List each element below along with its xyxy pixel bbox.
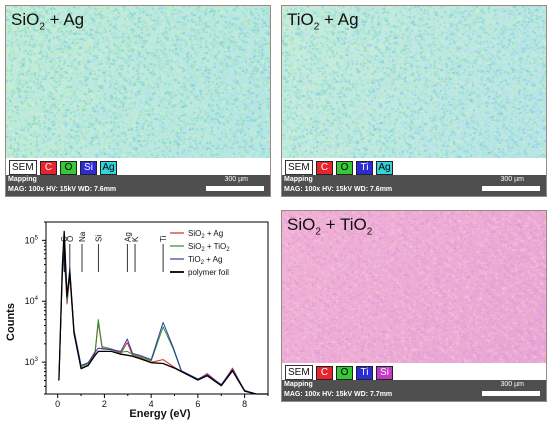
y-tick-label: 103 bbox=[25, 357, 39, 367]
acquisition-params: MAG: 100x HV: 15kV WD: 7.7mm bbox=[284, 391, 393, 398]
panel-title: SiO2 + Ag bbox=[11, 10, 85, 33]
y-tick-label: 105 bbox=[25, 235, 39, 245]
scale-label: 300 µm bbox=[500, 381, 525, 388]
mode-label: Mapping bbox=[284, 381, 313, 388]
panel-title: SiO2 + TiO2 bbox=[287, 215, 373, 238]
element-si-box: Si bbox=[376, 366, 393, 380]
x-tick-label: 2 bbox=[102, 399, 107, 409]
sem-label: SEM bbox=[285, 160, 313, 175]
legend-entry: SiO2 + Ag bbox=[188, 229, 223, 240]
sem-label: SEM bbox=[285, 365, 313, 380]
y-axis-label: Counts bbox=[5, 303, 17, 341]
scale-label: 300 µm bbox=[224, 176, 249, 183]
x-tick-label: 6 bbox=[195, 399, 200, 409]
panel-title: TiO2 + Ag bbox=[287, 10, 359, 33]
element-legend: SEM C O Ti Ag bbox=[282, 159, 546, 175]
sem-label: SEM bbox=[9, 160, 37, 175]
element-ag-box: Ag bbox=[100, 161, 117, 175]
eds-map-image bbox=[282, 211, 546, 363]
series-line bbox=[58, 255, 268, 395]
scale-bar bbox=[482, 391, 540, 396]
map-texture bbox=[282, 211, 546, 363]
legend-entry: TiO2 + Ag bbox=[188, 255, 222, 266]
legend-entry: SiO2 + TiO2 bbox=[188, 242, 230, 253]
peak-label: Na bbox=[78, 231, 87, 242]
element-o-box: O bbox=[336, 161, 353, 175]
peak-label: O bbox=[66, 236, 75, 242]
peak-label: Ag bbox=[123, 232, 132, 242]
eds-map-image bbox=[282, 6, 546, 158]
spectrum-svg: 0 2 4 6 8 103 104 105 CO Na Si AgK Ti SiO2 + Ag SiO2… bbox=[5, 221, 269, 420]
scale-bar bbox=[206, 186, 264, 191]
element-ti-box: Ti bbox=[356, 161, 373, 175]
map-texture bbox=[6, 6, 270, 158]
element-legend: SEM C O Si Ag bbox=[6, 159, 270, 175]
x-axis-label: Energy (eV) bbox=[129, 408, 190, 420]
series-line bbox=[58, 230, 268, 395]
x-tick-label: 8 bbox=[242, 399, 247, 409]
peak-label: Ti bbox=[159, 235, 168, 242]
scale-label: 300 µm bbox=[500, 176, 525, 183]
eds-map-panel: SiO2 + Ag SEM C O Si Ag Mapping MAG: 100x H… bbox=[5, 5, 271, 197]
map-texture bbox=[282, 6, 546, 158]
element-ag-box: Ag bbox=[376, 161, 393, 175]
eds-map-image bbox=[6, 6, 270, 158]
mode-label: Mapping bbox=[284, 176, 313, 183]
element-ti-box: Ti bbox=[356, 366, 373, 380]
element-legend: SEM C O Ti Si bbox=[282, 364, 546, 380]
acquisition-params: MAG: 100x HV: 15kV WD: 7.6mm bbox=[8, 186, 117, 193]
info-bar: Mapping MAG: 100x HV: 15kV WD: 7.7mm 300… bbox=[282, 380, 546, 401]
element-c-box: C bbox=[40, 161, 57, 175]
y-tick-label: 104 bbox=[25, 296, 39, 306]
scale-bar bbox=[482, 186, 540, 191]
element-o-box: O bbox=[60, 161, 77, 175]
element-c-box: C bbox=[316, 366, 333, 380]
element-o-box: O bbox=[336, 366, 353, 380]
eds-map-panel: SiO2 + TiO2 SEM C O Ti Si Mapping MAG: 100x… bbox=[281, 210, 547, 402]
peak-label: K bbox=[131, 236, 140, 242]
x-tick-label: 4 bbox=[149, 399, 154, 409]
info-bar: Mapping MAG: 100x HV: 15kV WD: 7.6mm 300… bbox=[6, 175, 270, 196]
eds-spectrum-chart: 0 2 4 6 8 103 104 105 C O Na Si Ag K Ti SiO2 + Ag SiO2… bbox=[0, 212, 276, 424]
eds-map-panel: TiO2 + Ag SEM C O Ti Ag Mapping MAG: 100x H… bbox=[281, 5, 547, 197]
series-line bbox=[58, 251, 268, 395]
legend-entry: polymer foil bbox=[188, 268, 229, 277]
element-c-box: C bbox=[316, 161, 333, 175]
acquisition-params: MAG: 100x HV: 15kV WD: 7.6mm bbox=[284, 186, 393, 193]
peak-label: Si bbox=[94, 235, 103, 242]
x-tick-label: 0 bbox=[55, 399, 60, 409]
plot-area bbox=[45, 221, 269, 395]
element-si-box: Si bbox=[80, 161, 97, 175]
peak-label: C bbox=[60, 236, 69, 242]
info-bar: Mapping MAG: 100x HV: 15kV WD: 7.6mm 300… bbox=[282, 175, 546, 196]
mode-label: Mapping bbox=[8, 176, 37, 183]
